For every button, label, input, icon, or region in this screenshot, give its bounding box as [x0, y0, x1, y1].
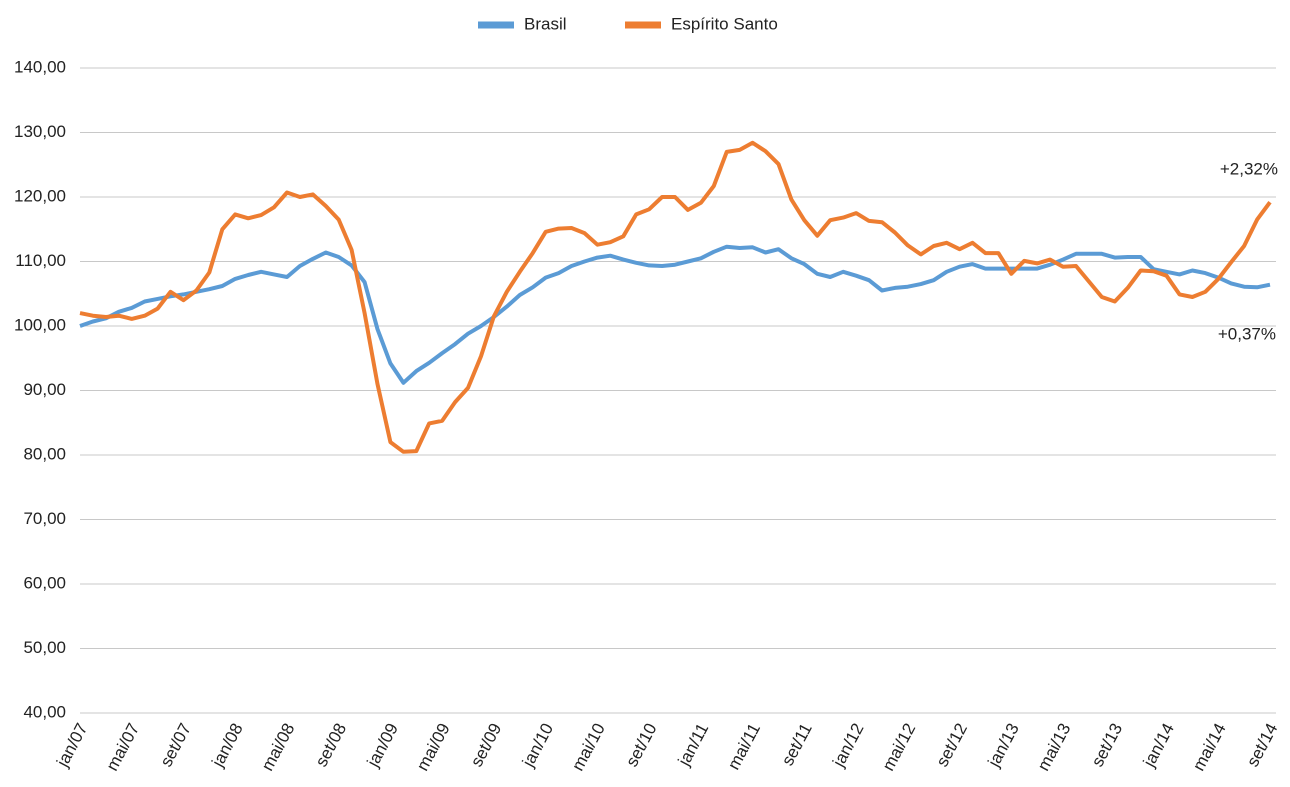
x-tick-label: mai/10 — [568, 720, 609, 774]
line-series — [79, 140, 1272, 454]
y-tick-label: 140,00 — [14, 57, 66, 76]
x-tick-label: jan/14 — [1139, 720, 1178, 771]
x-tick-label: set/14 — [1243, 720, 1282, 770]
y-tick-label: 110,00 — [15, 251, 66, 270]
y-tick-label: 80,00 — [23, 444, 66, 463]
x-tick-label: set/10 — [622, 720, 661, 770]
x-tick-label: mai/12 — [879, 720, 920, 774]
x-tick-label: jan/11 — [674, 720, 712, 770]
x-tick-label: jan/09 — [363, 720, 402, 771]
legend-label: Espírito Santo — [671, 14, 778, 33]
x-tick-label: set/11 — [778, 720, 816, 769]
y-tick-label: 100,00 — [14, 315, 66, 334]
x-tick-label: jan/07 — [52, 720, 91, 771]
y-tick-label: 90,00 — [23, 380, 66, 399]
x-tick-label: set/13 — [1088, 720, 1127, 770]
x-tick-label: mai/14 — [1189, 720, 1230, 774]
y-tick-label: 40,00 — [23, 702, 66, 721]
line-series — [79, 244, 1271, 385]
x-tick-label: mai/11 — [724, 720, 764, 773]
x-tick-label: jan/08 — [208, 720, 247, 771]
x-tick-label: mai/07 — [102, 720, 143, 774]
x-tick-label: mai/09 — [413, 720, 454, 774]
annotation: +0,37% — [1218, 324, 1276, 343]
y-tick-label: 50,00 — [23, 638, 66, 657]
legend-label: Brasil — [524, 14, 567, 33]
annotation: +2,32% — [1220, 159, 1278, 178]
x-tick-label: set/09 — [467, 720, 506, 770]
x-tick-label: jan/10 — [518, 720, 557, 771]
y-tick-label: 130,00 — [14, 122, 66, 141]
x-tick-label: set/08 — [312, 720, 351, 770]
x-tick-label: set/07 — [156, 720, 195, 770]
x-tick-label: mai/08 — [258, 720, 299, 774]
y-tick-label: 60,00 — [23, 573, 66, 592]
y-tick-label: 70,00 — [23, 509, 66, 528]
x-tick-label: mai/13 — [1034, 720, 1075, 774]
x-tick-label: jan/12 — [829, 720, 868, 771]
x-tick-label: set/12 — [933, 720, 972, 770]
x-tick-label: jan/13 — [984, 720, 1023, 771]
y-tick-label: 120,00 — [14, 186, 66, 205]
